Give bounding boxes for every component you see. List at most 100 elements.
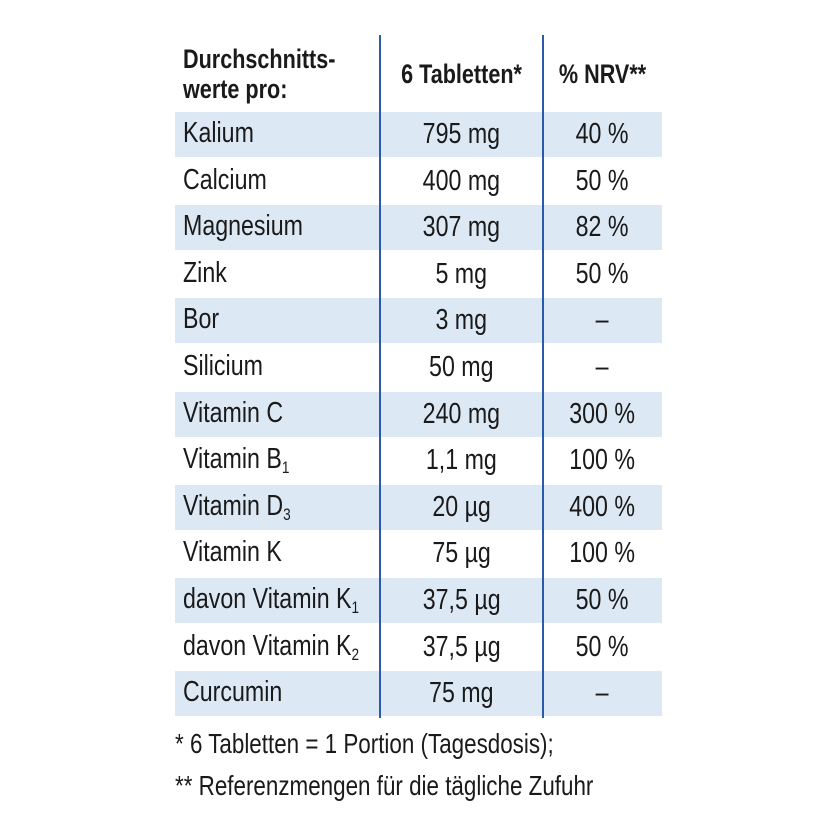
nutrient-label: Curcumin xyxy=(183,676,283,709)
nutrient-amount: 795 mg xyxy=(380,112,543,157)
nutrient-nrv: – xyxy=(543,298,662,343)
table-row: Vitamin K 75 µg 100 % xyxy=(175,531,662,576)
nutrient-amount: 1,1 mg xyxy=(380,438,543,483)
nutrient-amount: 307 mg xyxy=(380,205,543,250)
table-header: Durchschnitts-werte pro: 6 Tabletten* % … xyxy=(175,35,662,112)
amount-value: 50 mg xyxy=(429,351,494,383)
nutrient-nrv: 100 % xyxy=(543,438,662,483)
nutrient-label: Bor xyxy=(183,303,220,336)
nrv-value: 50 % xyxy=(576,630,629,663)
nutrient-subscript: 1 xyxy=(351,598,360,617)
nutrient-nrv: 400 % xyxy=(543,485,662,530)
nutrient-label: davon Vitamin K xyxy=(183,629,352,662)
nutrient-label: Silicium xyxy=(183,350,263,382)
nutrient-subscript: 3 xyxy=(283,504,291,524)
nutrient-nrv: 100 % xyxy=(543,531,662,576)
nutrient-amount: 75 µg xyxy=(380,531,543,576)
nutrient-amount: 5 mg xyxy=(380,252,543,297)
amount-value: 3 mg xyxy=(435,304,488,337)
header-amount: 6 Tabletten* xyxy=(380,35,543,112)
nutrient-name: davon Vitamin K2 xyxy=(183,625,383,670)
nutrient-amount: 37,5 µg xyxy=(380,625,543,670)
nrv-value: 300 % xyxy=(569,397,636,430)
amount-value: 400 mg xyxy=(422,164,501,197)
nutrient-name: davon Vitamin K1 xyxy=(183,578,383,623)
column-divider xyxy=(379,35,381,718)
nutrient-nrv: – xyxy=(543,671,662,716)
nutrient-name: Vitamin B1 xyxy=(183,438,383,483)
amount-value: 75 µg xyxy=(432,537,491,570)
nutrient-nrv: 82 % xyxy=(543,205,662,250)
footnote-text: ** Referenzmengen für die tägliche Zufuh… xyxy=(175,770,594,801)
table-row: Vitamin D3 20 µg 400 % xyxy=(175,484,662,530)
nutrient-label: Kalium xyxy=(183,117,254,149)
nutrient-label: Vitamin K xyxy=(183,536,282,569)
table-row: Zink 5 mg 50 % xyxy=(175,252,662,297)
nutrient-name: Magnesium xyxy=(183,205,383,250)
header-nrv: % NRV** xyxy=(543,35,662,112)
nutrient-label: Magnesium xyxy=(183,210,303,243)
table-row: Bor 3 mg – xyxy=(175,298,662,344)
nutrient-nrv: – xyxy=(543,345,662,390)
nutrient-label: Vitamin D xyxy=(183,489,284,522)
nutrient-nrv: 300 % xyxy=(543,392,662,437)
table-row: Curcumin 75 mg – xyxy=(175,671,662,717)
column-divider xyxy=(542,35,544,718)
table-row: Vitamin C 240 mg 300 % xyxy=(175,391,662,437)
footnote-text: * 6 Tabletten = 1 Portion (Tagesdosis); xyxy=(175,728,554,759)
table-row: davon Vitamin K1 37,5 µg 50 % xyxy=(175,578,662,623)
nutrient-label: Calcium xyxy=(183,163,267,196)
header-line1: Durchschnitts- xyxy=(183,43,336,74)
nrv-value: 400 % xyxy=(569,490,636,523)
amount-value: 75 mg xyxy=(429,677,494,710)
nutrient-name: Kalium xyxy=(183,112,383,157)
table-row: Calcium 400 mg 50 % xyxy=(175,159,662,204)
nrv-value: 50 % xyxy=(576,257,629,290)
nrv-value: 100 % xyxy=(569,444,636,477)
amount-value: 37,5 µg xyxy=(422,630,501,663)
nutrient-nrv: 50 % xyxy=(543,578,662,623)
nutrient-subscript: 2 xyxy=(351,644,360,664)
nutrient-label: Vitamin B xyxy=(183,443,282,476)
nutrient-name: Vitamin D3 xyxy=(183,485,383,530)
nutrient-amount: 20 µg xyxy=(380,485,543,530)
nutrient-amount: 3 mg xyxy=(380,298,543,343)
nutrient-name: Vitamin K xyxy=(183,531,383,576)
nutrient-name: Bor xyxy=(183,298,383,343)
amount-value: 307 mg xyxy=(422,211,501,244)
nrv-value: 50 % xyxy=(576,164,629,197)
nutrient-name: Zink xyxy=(183,252,383,297)
table-row: Vitamin B1 1,1 mg 100 % xyxy=(175,438,662,483)
nrv-value: 40 % xyxy=(576,118,629,150)
amount-value: 20 µg xyxy=(432,490,491,523)
table-row: davon Vitamin K2 37,5 µg 50 % xyxy=(175,625,662,670)
amount-value: 1,1 mg xyxy=(426,444,497,477)
nutrient-amount: 400 mg xyxy=(380,159,543,204)
amount-value: 795 mg xyxy=(422,118,501,150)
nrv-value: 100 % xyxy=(569,537,636,570)
nutrient-name: Curcumin xyxy=(183,671,383,716)
header-line2: werte pro: xyxy=(183,73,288,104)
nutrient-amount: 75 mg xyxy=(380,671,543,716)
nrv-value: 82 % xyxy=(576,211,629,244)
nutrient-name: Silicium xyxy=(183,345,383,390)
nutrient-nrv: 50 % xyxy=(543,252,662,297)
nutrient-nrv: 50 % xyxy=(543,159,662,204)
nutrient-name: Vitamin C xyxy=(183,392,383,437)
nutrient-name: Calcium xyxy=(183,159,383,204)
header-nutrient: Durchschnitts-werte pro: xyxy=(183,35,383,112)
nrv-value: – xyxy=(596,351,609,383)
footnote-1: * 6 Tabletten = 1 Portion (Tagesdosis); xyxy=(175,728,648,760)
nutrient-amount: 240 mg xyxy=(380,392,543,437)
nrv-value: – xyxy=(596,677,609,710)
table-row: Silicium 50 mg – xyxy=(175,345,662,390)
header-amount-label: 6 Tabletten* xyxy=(401,58,522,89)
nrv-value: 50 % xyxy=(576,584,629,616)
footnote-2: ** Referenzmengen für die tägliche Zufuh… xyxy=(175,770,698,802)
nutrient-nrv: 40 % xyxy=(543,112,662,157)
nutrient-amount: 37,5 µg xyxy=(380,578,543,623)
amount-value: 240 mg xyxy=(422,397,501,430)
nutrient-nrv: 50 % xyxy=(543,625,662,670)
nutrient-subscript: 1 xyxy=(281,458,290,478)
table-row: Magnesium 307 mg 82 % xyxy=(175,205,662,251)
